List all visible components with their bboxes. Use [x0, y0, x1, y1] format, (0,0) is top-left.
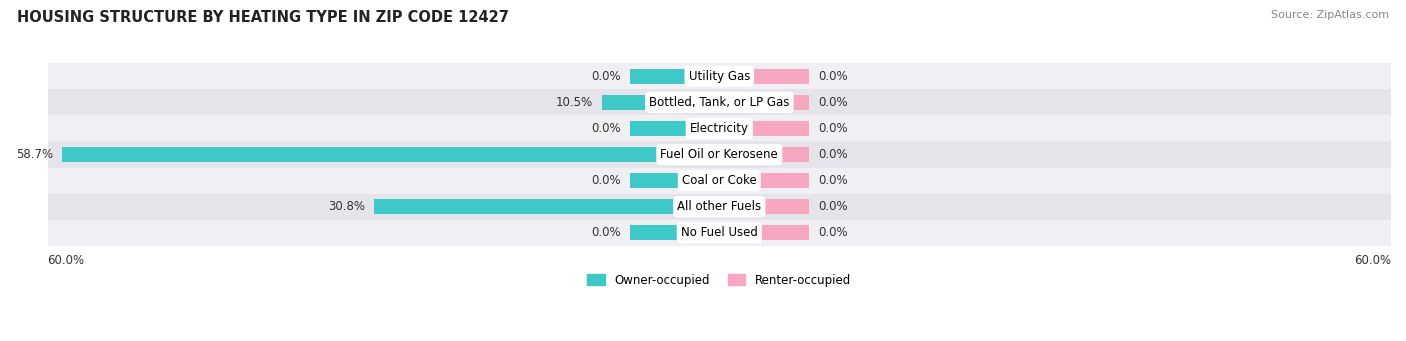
Text: All other Fuels: All other Fuels — [678, 200, 762, 213]
Text: Bottled, Tank, or LP Gas: Bottled, Tank, or LP Gas — [650, 96, 790, 109]
Bar — [62, 147, 720, 162]
Text: 58.7%: 58.7% — [15, 148, 53, 161]
Text: Fuel Oil or Kerosene: Fuel Oil or Kerosene — [661, 148, 778, 161]
Text: 0.0%: 0.0% — [591, 122, 621, 135]
Text: 0.0%: 0.0% — [591, 226, 621, 239]
Text: 60.0%: 60.0% — [1354, 254, 1391, 267]
Text: 0.0%: 0.0% — [818, 200, 848, 213]
Bar — [374, 199, 720, 214]
Text: HOUSING STRUCTURE BY HEATING TYPE IN ZIP CODE 12427: HOUSING STRUCTURE BY HEATING TYPE IN ZIP… — [17, 10, 509, 25]
Text: 10.5%: 10.5% — [555, 96, 593, 109]
Text: 0.0%: 0.0% — [818, 226, 848, 239]
Text: 0.0%: 0.0% — [591, 70, 621, 83]
Legend: Owner-occupied, Renter-occupied: Owner-occupied, Renter-occupied — [582, 269, 856, 291]
Text: 0.0%: 0.0% — [591, 174, 621, 187]
Text: 0.0%: 0.0% — [818, 174, 848, 187]
Text: 0.0%: 0.0% — [818, 148, 848, 161]
Bar — [720, 225, 808, 240]
Text: Electricity: Electricity — [690, 122, 749, 135]
Bar — [602, 95, 720, 110]
Bar — [630, 173, 720, 188]
Bar — [630, 225, 720, 240]
Text: Coal or Coke: Coal or Coke — [682, 174, 756, 187]
Bar — [630, 121, 720, 136]
Text: 60.0%: 60.0% — [48, 254, 84, 267]
Bar — [720, 95, 808, 110]
Bar — [720, 173, 808, 188]
Text: 0.0%: 0.0% — [818, 96, 848, 109]
Text: Utility Gas: Utility Gas — [689, 70, 749, 83]
Bar — [48, 89, 1391, 115]
Bar — [48, 220, 1391, 246]
Bar — [48, 63, 1391, 89]
Bar — [630, 69, 720, 84]
Text: Source: ZipAtlas.com: Source: ZipAtlas.com — [1271, 10, 1389, 20]
Text: 0.0%: 0.0% — [818, 70, 848, 83]
Bar — [720, 199, 808, 214]
Text: 0.0%: 0.0% — [818, 122, 848, 135]
Bar — [720, 121, 808, 136]
Bar — [48, 115, 1391, 142]
Bar — [48, 194, 1391, 220]
Bar — [720, 147, 808, 162]
Bar — [48, 167, 1391, 194]
Text: 30.8%: 30.8% — [329, 200, 366, 213]
Bar — [720, 69, 808, 84]
Bar — [48, 142, 1391, 167]
Text: No Fuel Used: No Fuel Used — [681, 226, 758, 239]
